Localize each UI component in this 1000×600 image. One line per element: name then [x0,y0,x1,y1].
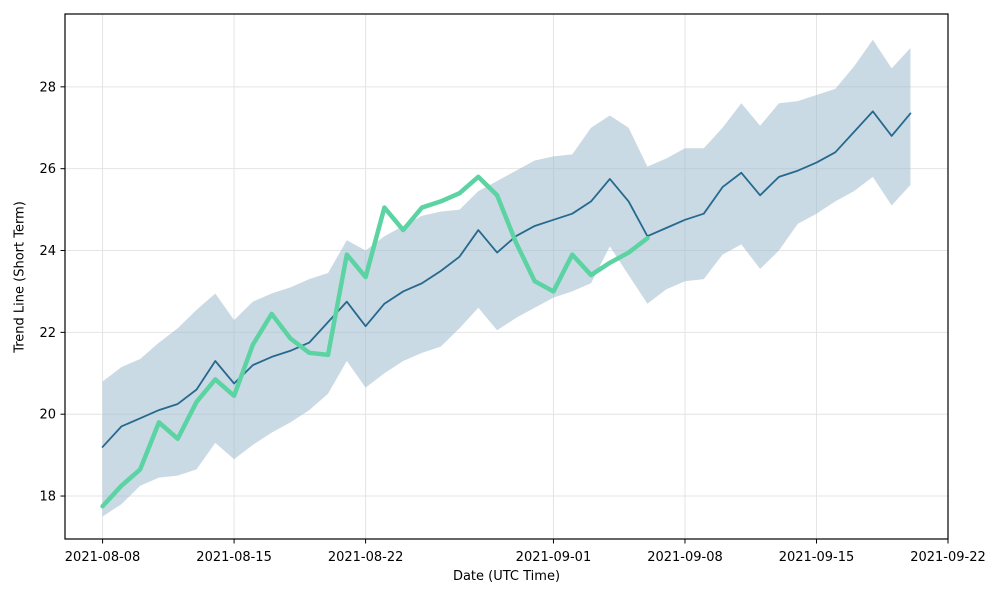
green-thick-line [100,174,650,509]
confidence-band [102,39,911,517]
x-tick-label: 2021-08-15 [196,550,272,565]
plot-border [64,13,949,540]
y-tick-label: 22 [39,326,56,341]
x-tick-label: 2021-09-22 [910,550,986,565]
x-tick-label: 2021-08-22 [328,550,404,565]
y-tick-label: 20 [39,408,56,423]
y-axis-title: Trend Line (Short Term) [12,201,28,353]
x-tick-label: 2021-09-01 [516,550,592,565]
dark-blue-trend-line [101,110,912,448]
y-tick-label: 18 [39,490,56,505]
x-tick-label: 2021-08-08 [65,550,141,565]
y-tick-label: 28 [39,80,56,95]
x-tick-label: 2021-09-15 [779,550,855,565]
y-tick-label: 26 [39,162,56,177]
y-tick-label: 24 [39,244,56,259]
x-tick-label: 2021-09-08 [647,550,723,565]
x-axis-title: Date (UTC Time) [452,569,561,584]
